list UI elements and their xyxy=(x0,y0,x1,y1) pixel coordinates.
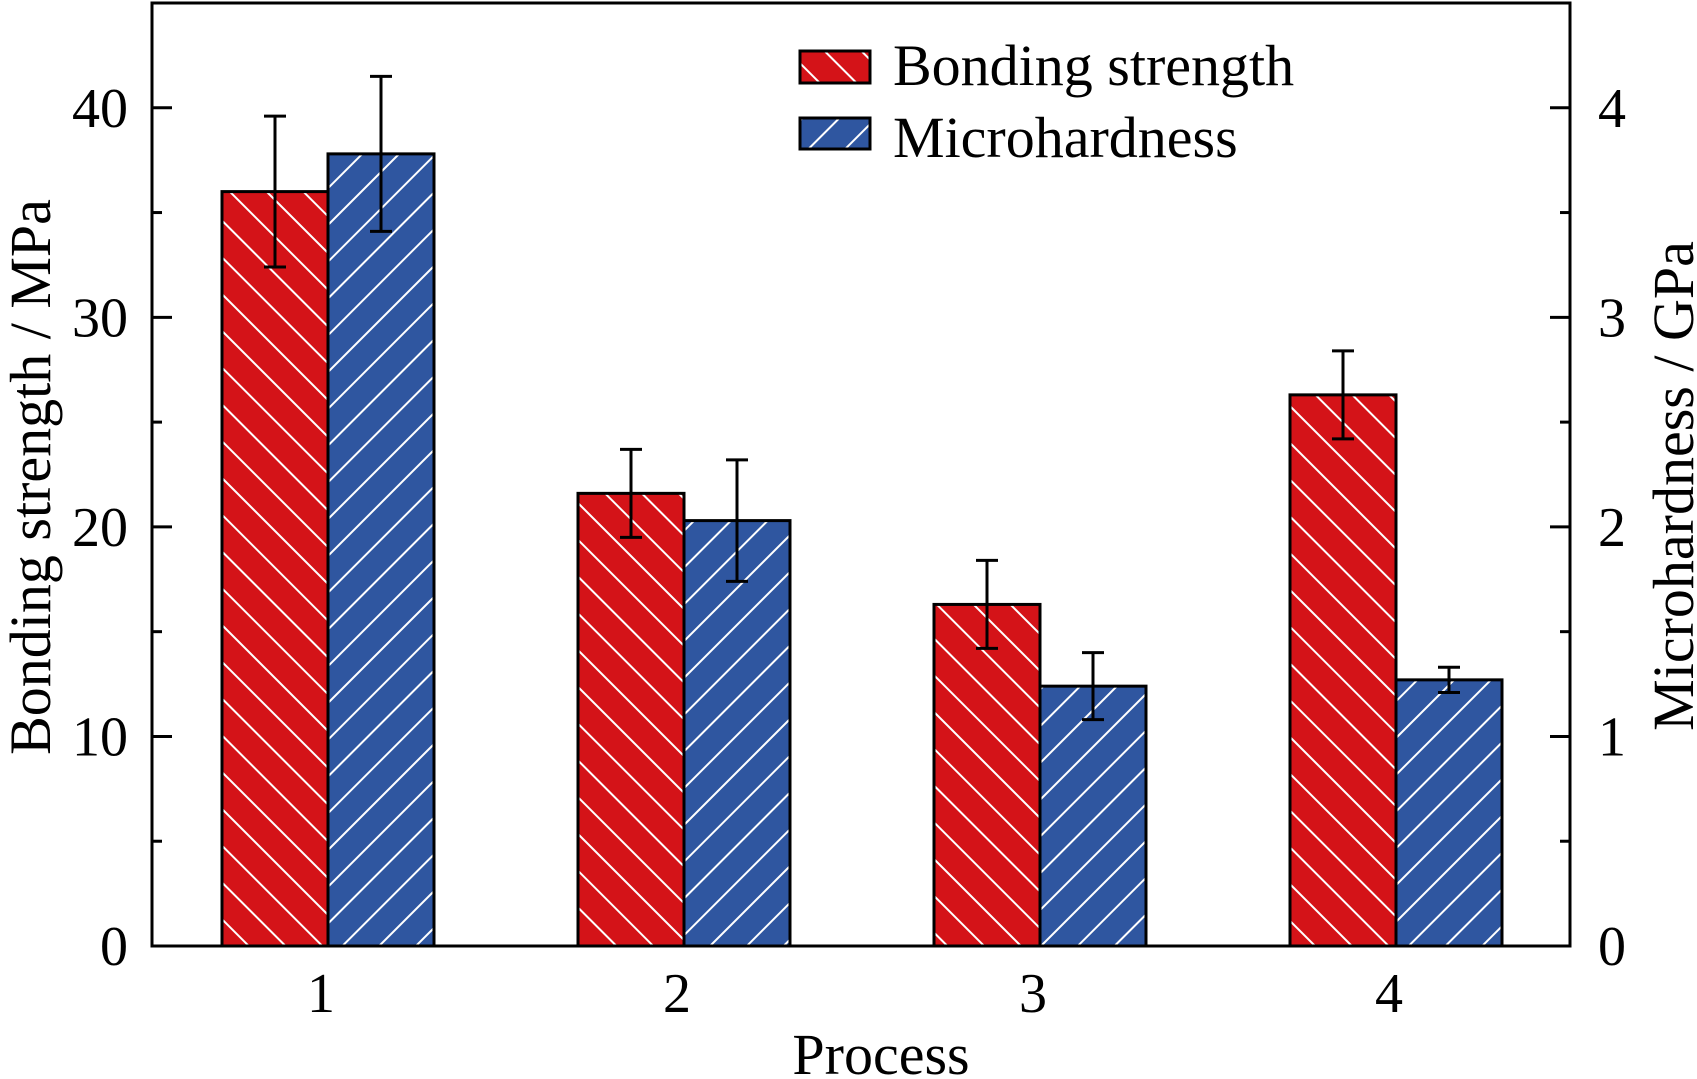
x-tick-label: 4 xyxy=(1375,963,1403,1025)
error-bars-layer xyxy=(264,74,1460,722)
y-tick-labels-right: 0 1 2 3 4 xyxy=(1598,78,1626,978)
bar-microhardness-process-2 xyxy=(682,519,792,948)
y-tick-label-right: 3 xyxy=(1598,287,1626,349)
y-tick-label: 10 xyxy=(72,706,128,768)
bar-bonding-strength-process-1 xyxy=(220,190,330,948)
error-bar-microhardness-process-4 xyxy=(1438,665,1460,694)
y-tick-label-right: 4 xyxy=(1598,78,1626,140)
ticks-layer xyxy=(152,1,1570,948)
error-bar-bonding-strength-process-4 xyxy=(1332,349,1354,441)
bar-microhardness-process-3 xyxy=(1038,684,1148,948)
legend-swatch-microhardness xyxy=(798,116,872,151)
x-tick-label: 1 xyxy=(307,963,335,1025)
y-tick-label-right: 2 xyxy=(1598,497,1626,559)
legend-item-microhardness: Microhardness xyxy=(798,105,1238,170)
error-bar-bonding-strength-process-3 xyxy=(976,558,998,650)
legend: Bonding strength Microhardness xyxy=(798,33,1294,170)
legend-item-bonding-strength: Bonding strength xyxy=(798,33,1294,98)
y-axis-title-right: Microhardness / GPa xyxy=(1641,241,1697,731)
y-tick-label: 0 xyxy=(100,916,128,978)
error-bar-microhardness-process-3 xyxy=(1082,651,1104,722)
error-bar-bonding-strength-process-1 xyxy=(264,114,286,269)
bar-bonding-strength-process-4 xyxy=(1288,393,1398,948)
y-tick-label: 40 xyxy=(72,78,128,140)
plot-frame xyxy=(150,1,1572,948)
x-tick-label: 3 xyxy=(1019,963,1047,1025)
bar-bonding-strength-process-3 xyxy=(932,602,1042,948)
bar-bonding-strength-process-2 xyxy=(576,491,686,948)
bar-microhardness-process-1 xyxy=(326,152,436,948)
error-bar-bonding-strength-process-2 xyxy=(620,447,642,539)
legend-label: Bonding strength xyxy=(893,33,1294,98)
legend-label: Microhardness xyxy=(893,105,1238,170)
bars-layer xyxy=(220,152,1504,948)
error-bar-microhardness-process-1 xyxy=(370,74,392,233)
y-axis-title-left: Bonding strength / MPa xyxy=(0,199,63,755)
y-tick-label-right: 1 xyxy=(1598,706,1626,768)
error-bar-microhardness-process-2 xyxy=(726,458,748,583)
x-axis-title: Process xyxy=(792,1022,969,1079)
y-tick-labels-left: 0 10 20 30 40 xyxy=(72,78,128,978)
x-tick-label: 2 xyxy=(663,963,691,1025)
y-tick-label-right: 0 xyxy=(1598,916,1626,978)
y-tick-label: 30 xyxy=(72,287,128,349)
bar-microhardness-process-4 xyxy=(1394,678,1504,948)
x-tick-labels: 1 2 3 4 xyxy=(307,963,1403,1025)
legend-swatch-bonding-strength xyxy=(798,49,872,85)
y-tick-label: 20 xyxy=(72,497,128,559)
